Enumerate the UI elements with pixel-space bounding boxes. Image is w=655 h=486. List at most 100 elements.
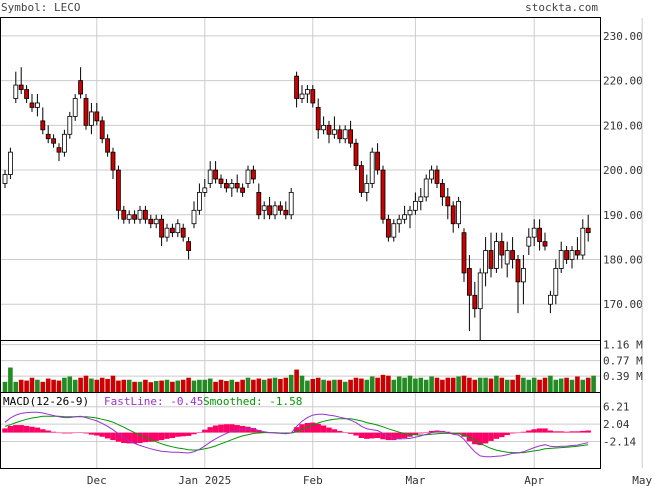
candle bbox=[202, 179, 208, 197]
macd-histogram-bar bbox=[18, 425, 24, 433]
volume-bar bbox=[8, 367, 13, 392]
candle bbox=[164, 223, 170, 242]
candle-body bbox=[553, 268, 559, 296]
macd-histogram-bar bbox=[380, 432, 386, 440]
candle bbox=[35, 94, 40, 117]
candle bbox=[180, 223, 186, 242]
volume-bar bbox=[18, 379, 24, 392]
volume-bar bbox=[467, 377, 472, 392]
candle bbox=[261, 201, 267, 220]
volume-bar bbox=[315, 377, 321, 392]
candle bbox=[40, 107, 46, 135]
macd-histogram-bar bbox=[428, 430, 435, 433]
macd-histogram-bar bbox=[2, 428, 8, 433]
volume-bar bbox=[180, 379, 186, 392]
candle bbox=[218, 174, 224, 188]
volume-bar bbox=[402, 377, 407, 392]
volume-bar bbox=[510, 379, 515, 392]
candle bbox=[558, 241, 564, 273]
candle-body bbox=[62, 133, 67, 153]
candle-body bbox=[196, 192, 202, 211]
macd-histogram-bar bbox=[110, 432, 116, 441]
candle bbox=[515, 255, 521, 314]
macd-fastline-label: FastLine: -0.45 bbox=[104, 395, 203, 408]
volume-bar bbox=[245, 377, 251, 392]
macd-histogram-bar bbox=[472, 432, 478, 445]
candle bbox=[466, 255, 472, 332]
volume-bar bbox=[267, 378, 272, 392]
candle-body bbox=[83, 98, 89, 126]
macd-histogram-bar bbox=[580, 430, 586, 433]
candle-body bbox=[148, 218, 154, 225]
candle-body bbox=[13, 84, 19, 99]
volume-bar bbox=[153, 380, 159, 392]
volume-bar bbox=[132, 381, 137, 392]
macd-histogram-bar bbox=[369, 432, 375, 439]
volume-bar bbox=[391, 379, 397, 392]
price-grid: 170.00 180.00 190.00 200.00 210.00 220.00 230.… bbox=[1, 18, 643, 468]
macd-histogram-bar bbox=[191, 432, 197, 435]
macd-histogram-bar bbox=[477, 432, 483, 446]
volume-bar bbox=[110, 375, 116, 392]
macd-histogram-bar bbox=[131, 432, 138, 444]
candle-body bbox=[515, 259, 521, 283]
macd-histogram-bar bbox=[536, 428, 543, 433]
volume-bar bbox=[67, 376, 73, 392]
volume-bar bbox=[148, 382, 154, 392]
candle-body bbox=[153, 218, 159, 225]
volume-bar bbox=[348, 379, 353, 392]
volume-bar bbox=[591, 375, 596, 392]
candle-body bbox=[348, 129, 354, 144]
volume-bar bbox=[13, 381, 19, 392]
volume-bar bbox=[278, 378, 283, 392]
candle bbox=[364, 174, 370, 202]
macd-histogram-bar bbox=[401, 432, 408, 438]
volume-bar bbox=[396, 376, 402, 392]
candle-body bbox=[493, 241, 499, 269]
volume-bar bbox=[62, 377, 67, 392]
volume-bar bbox=[137, 381, 143, 392]
candle bbox=[29, 94, 35, 112]
price-candles bbox=[2, 67, 591, 340]
candle bbox=[288, 187, 294, 220]
volume-bar bbox=[288, 374, 294, 392]
candle bbox=[585, 214, 591, 242]
candle-body bbox=[434, 169, 440, 184]
candle bbox=[537, 219, 542, 251]
volume-bar bbox=[78, 377, 83, 392]
volume-bar bbox=[83, 375, 89, 392]
candle bbox=[423, 174, 429, 202]
volume-bar bbox=[272, 377, 278, 392]
candle bbox=[483, 237, 489, 287]
candle bbox=[245, 165, 251, 188]
candle bbox=[526, 228, 532, 256]
candle bbox=[105, 134, 110, 157]
volume-bar bbox=[440, 379, 445, 392]
candle bbox=[342, 125, 348, 144]
macd-histogram-bar bbox=[13, 425, 19, 433]
site-label: stockta.com bbox=[525, 1, 598, 14]
macd-histogram-bar bbox=[499, 432, 505, 438]
candle bbox=[89, 102, 94, 135]
candle-body bbox=[380, 169, 386, 220]
candle-body bbox=[526, 236, 532, 247]
macd-histogram-bar bbox=[299, 424, 305, 433]
macd-histogram-bar bbox=[50, 431, 57, 433]
candle bbox=[504, 241, 510, 278]
candle-body bbox=[402, 214, 408, 220]
candle bbox=[196, 183, 202, 215]
macd-histogram-bar bbox=[531, 429, 537, 433]
volume-bar bbox=[364, 379, 370, 392]
candle-body bbox=[175, 223, 181, 234]
volume-bar bbox=[207, 378, 213, 392]
candle-body bbox=[89, 111, 94, 126]
price-tick-label: 220.00 bbox=[603, 75, 643, 88]
candle bbox=[250, 165, 256, 184]
candle bbox=[67, 111, 73, 139]
volume-bar bbox=[2, 381, 8, 392]
candle-body bbox=[121, 209, 127, 220]
volume-bar bbox=[477, 377, 483, 392]
macd-histogram-bar bbox=[61, 432, 68, 434]
candle-body bbox=[191, 209, 197, 225]
volume-bar bbox=[472, 379, 478, 392]
